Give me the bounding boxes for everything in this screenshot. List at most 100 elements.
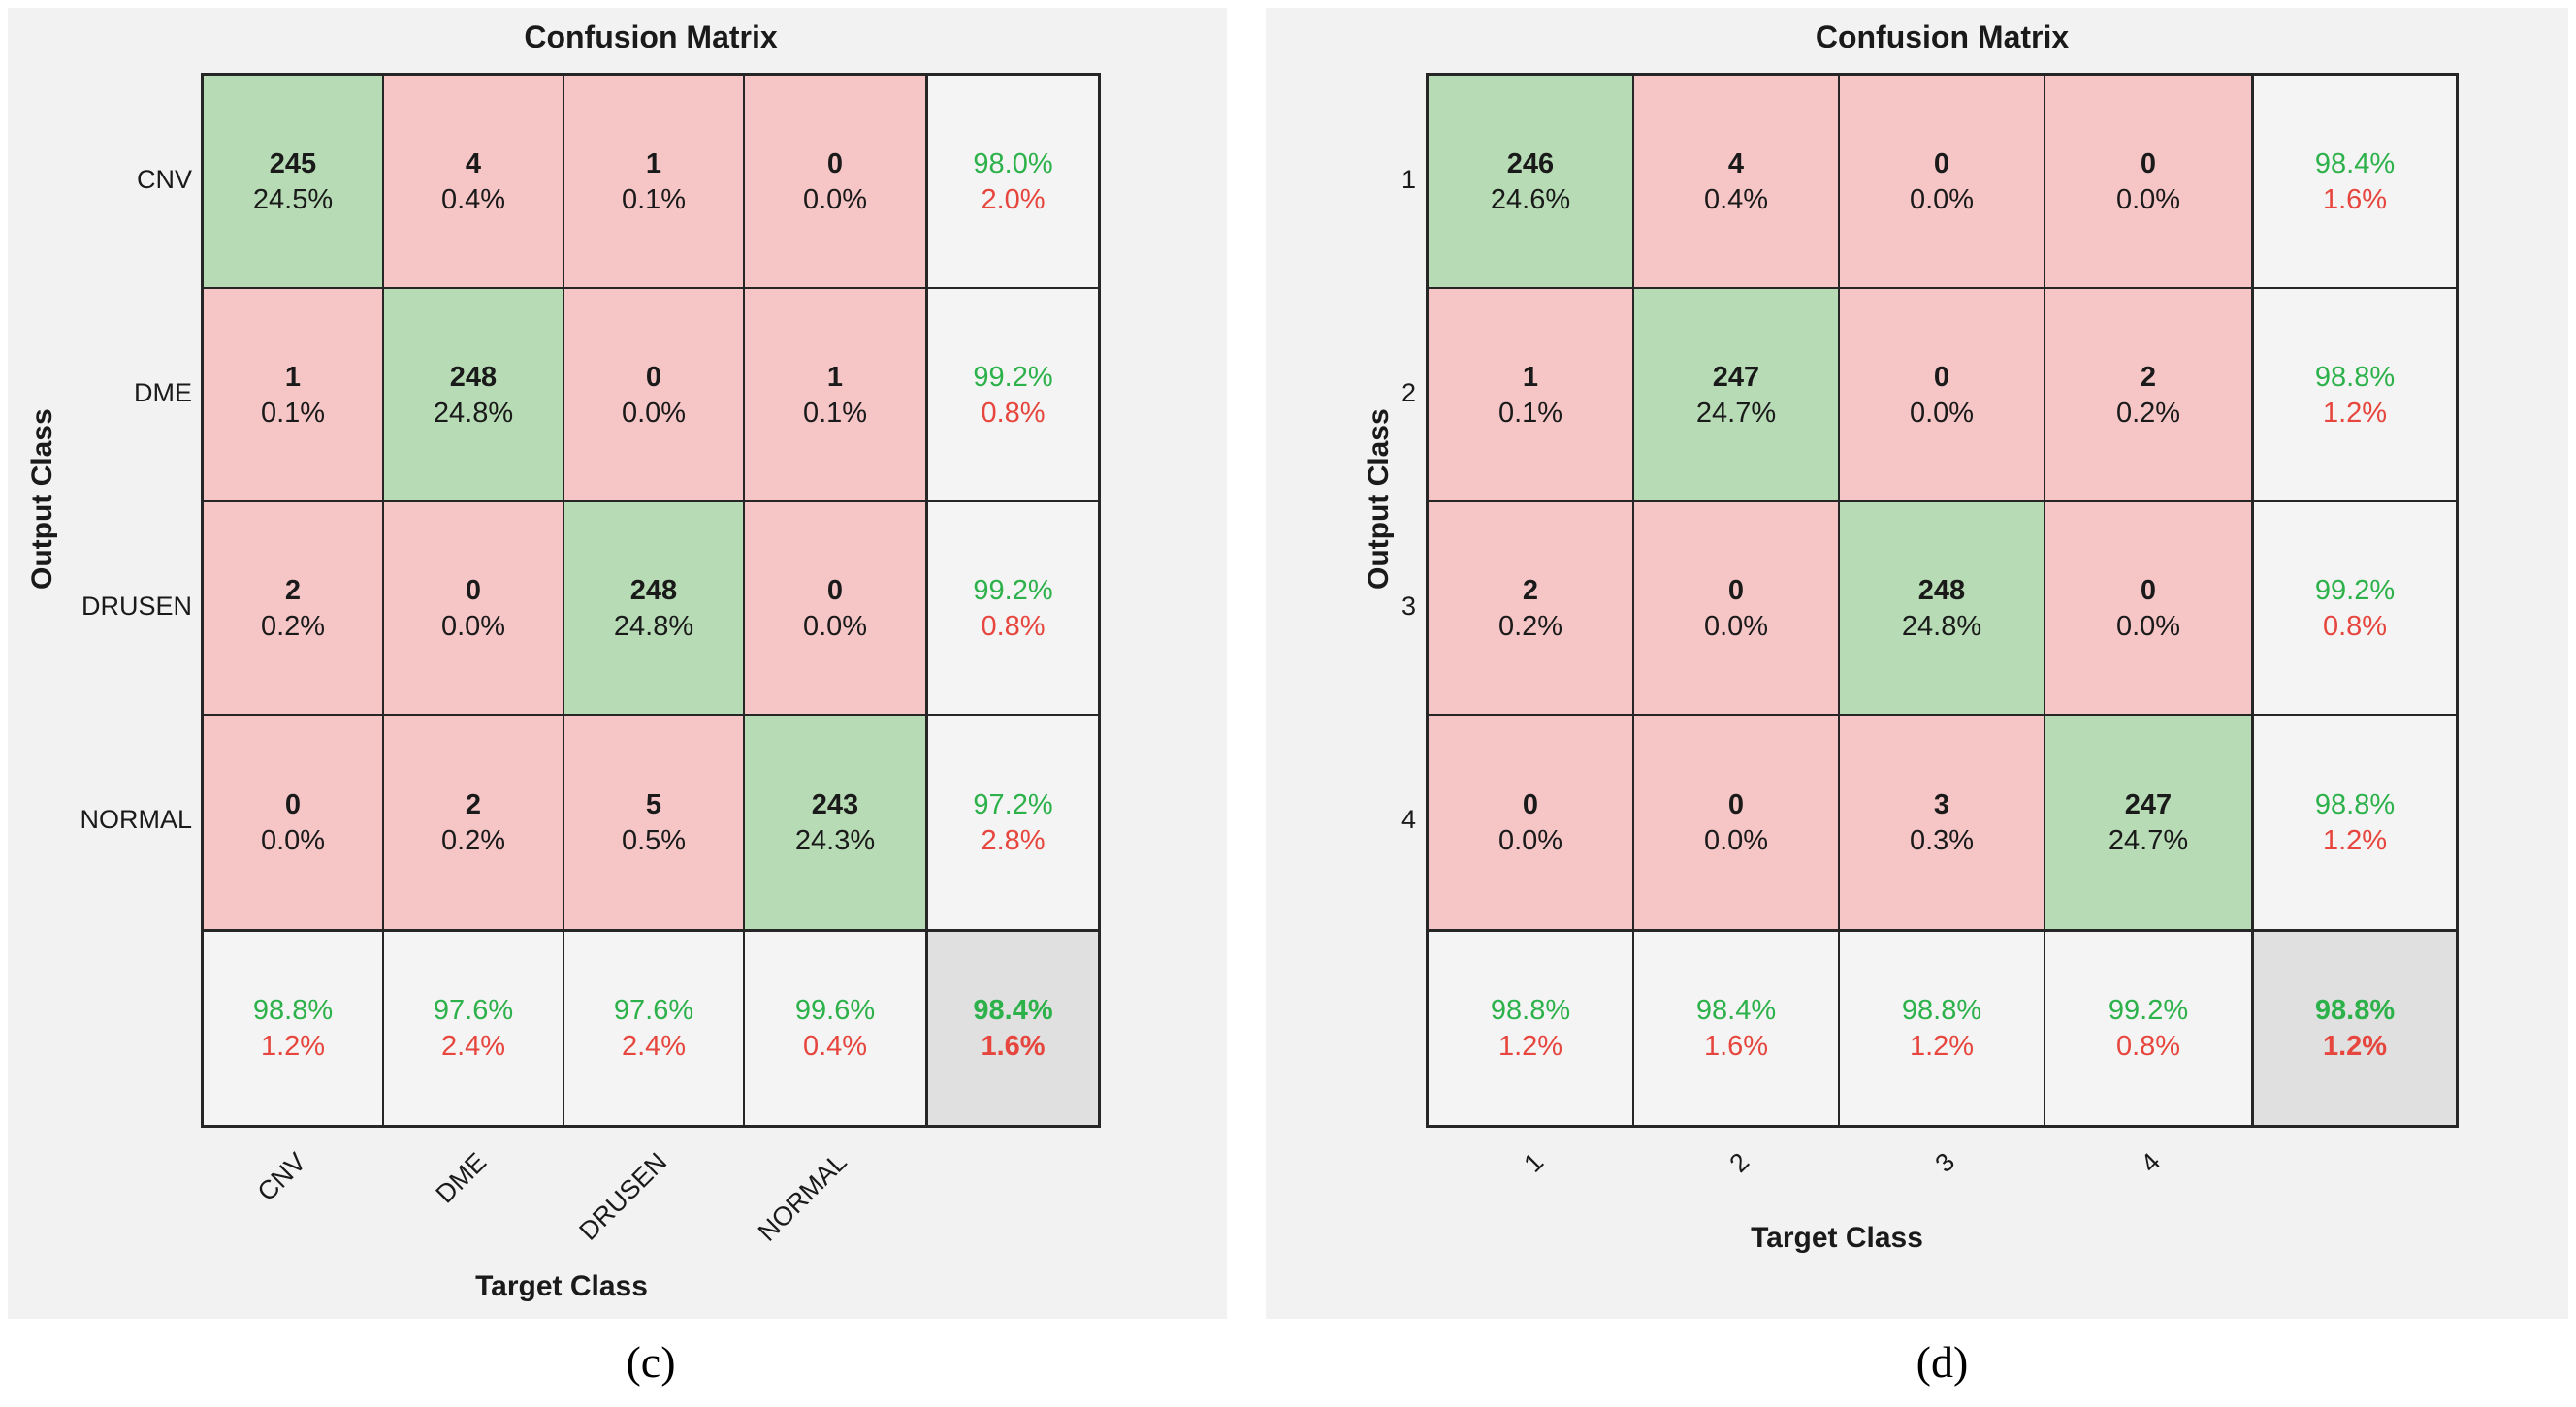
cell-percent: 0.0% [1909, 397, 1975, 429]
summary-negative-percent: 0.8% [2322, 610, 2388, 642]
summary-negative-percent: 1.2% [1497, 1031, 1563, 1062]
cell-percent: 0.0% [802, 610, 868, 642]
cell-percent: 0.0% [1497, 824, 1563, 856]
col-tick-label: NORMAL [753, 1147, 853, 1247]
col-tick-label: 3 [1929, 1147, 1961, 1178]
summary-negative-percent: 0.8% [981, 610, 1046, 642]
matrix-cell: 1 0.1% [564, 76, 745, 289]
row-tick-label: 3 [1401, 591, 1416, 621]
col-summary-cell: 97.6% 2.4% [384, 929, 564, 1125]
summary-positive-percent: 97.2% [973, 788, 1053, 820]
row-summary-cell: 99.2% 0.8% [2251, 502, 2456, 716]
cell-percent: 0.0% [440, 610, 506, 642]
cell-count: 246 [1506, 147, 1555, 179]
cell-count: 243 [811, 788, 859, 820]
cell-percent: 0.0% [802, 183, 868, 215]
matrix-cell: 247 24.7% [2045, 716, 2251, 929]
subfigure-caption-c: (c) [626, 1337, 676, 1387]
matrix-cell: 0 0.0% [745, 502, 925, 716]
cell-count: 247 [2124, 788, 2173, 820]
summary-positive-percent: 97.6% [613, 995, 694, 1026]
col-tick-label-slot: DRUSEN [562, 1139, 742, 1275]
x-axis-label: Target Class [475, 1270, 648, 1302]
row-summary-cell: 99.2% 0.8% [925, 289, 1098, 502]
summary-negative-percent: 2.8% [981, 824, 1046, 856]
cell-count: 0 [2140, 574, 2157, 606]
cell-count: 4 [1727, 147, 1745, 179]
matrix-cell: 0 0.0% [1840, 76, 2045, 289]
matrix-cell: 246 24.6% [1429, 76, 1634, 289]
cell-percent: 24.8% [433, 397, 514, 429]
cell-percent: 0.0% [1703, 824, 1769, 856]
cell-count: 248 [629, 574, 678, 606]
summary-positive-percent: 99.2% [2108, 995, 2189, 1026]
summary-positive-percent: 98.4% [1695, 995, 1777, 1026]
x-axis-label: Target Class [1751, 1222, 1923, 1254]
matrix-cell: 247 24.7% [1634, 289, 1840, 502]
summary-positive-percent: 98.8% [252, 995, 334, 1026]
overall-accuracy-cell: 98.8% 1.2% [2251, 929, 2456, 1125]
matrix-cell: 2 0.2% [204, 502, 384, 716]
cell-count: 2 [465, 788, 482, 820]
matrix-cell: 248 24.8% [564, 502, 745, 716]
cell-percent: 0.1% [1497, 397, 1563, 429]
summary-positive-percent: 98.0% [973, 147, 1053, 179]
confusion-matrix-grid: 246 24.6% 4 0.4% 0 0.0% 0 0.0% 98.4% 1.6% 1 0.1% 247… [1426, 73, 2459, 1128]
overall-accuracy-cell: 98.4% 1.6% [925, 929, 1098, 1125]
cell-count: 0 [1933, 361, 1950, 393]
subfigure-caption-d: (d) [1916, 1337, 1969, 1387]
summary-negative-percent: 1.2% [2322, 824, 2388, 856]
chart-title: Confusion Matrix [524, 19, 778, 54]
matrix-cell: 0 0.0% [384, 502, 564, 716]
cell-count: 248 [1917, 574, 1966, 606]
cell-percent: 0.0% [2115, 610, 2181, 642]
cell-percent: 24.3% [794, 824, 876, 856]
summary-negative-percent: 2.0% [981, 183, 1046, 215]
summary-positive-percent: 99.6% [794, 995, 876, 1026]
col-tick-label-slot: 2 [1631, 1139, 1837, 1275]
cell-percent: 0.0% [2115, 183, 2181, 215]
cell-percent: 24.8% [1901, 610, 1982, 642]
col-summary-cell: 99.6% 0.4% [745, 929, 925, 1125]
matrix-cell: 3 0.3% [1840, 716, 2045, 929]
summary-positive-percent: 98.8% [1490, 995, 1571, 1026]
summary-negative-percent: 1.2% [2322, 1031, 2388, 1062]
summary-negative-percent: 1.6% [981, 1031, 1046, 1062]
cell-count: 0 [1522, 788, 1539, 820]
cell-count: 245 [269, 147, 317, 179]
summary-positive-percent: 99.2% [973, 574, 1053, 606]
row-tick-label: CNV [136, 164, 192, 194]
summary-positive-percent: 98.8% [2314, 995, 2396, 1026]
matrix-cell: 1 0.1% [204, 289, 384, 502]
matrix-cell: 0 0.0% [204, 716, 384, 929]
summary-positive-percent: 98.8% [2314, 788, 2396, 820]
col-tick-label-slot: NORMAL [742, 1139, 922, 1275]
matrix-cell: 2 0.2% [2045, 289, 2251, 502]
summary-negative-percent: 1.2% [1909, 1031, 1975, 1062]
cell-count: 3 [1933, 788, 1950, 820]
cell-percent: 0.0% [621, 397, 687, 429]
cell-percent: 0.0% [1909, 183, 1975, 215]
cell-count: 4 [465, 147, 482, 179]
summary-positive-percent: 98.8% [2314, 361, 2396, 393]
summary-positive-percent: 98.4% [2314, 147, 2396, 179]
matrix-cell: 1 0.1% [1429, 289, 1634, 502]
cell-count: 0 [826, 147, 844, 179]
summary-positive-percent: 99.2% [2314, 574, 2396, 606]
matrix-cell: 0 0.0% [2045, 76, 2251, 289]
row-tick-label: NORMAL [80, 804, 192, 834]
col-summary-cell: 98.4% 1.6% [1634, 929, 1840, 1125]
cell-percent: 24.5% [252, 183, 334, 215]
summary-positive-percent: 98.8% [1901, 995, 1982, 1026]
cell-percent: 0.1% [260, 397, 326, 429]
row-summary-cell: 99.2% 0.8% [925, 502, 1098, 716]
row-summary-cell: 98.0% 2.0% [925, 76, 1098, 289]
cell-count: 0 [826, 574, 844, 606]
cell-count: 2 [284, 574, 302, 606]
cell-percent: 0.2% [440, 824, 506, 856]
cell-percent: 0.5% [621, 824, 687, 856]
col-summary-cell: 98.8% 1.2% [1840, 929, 2045, 1125]
summary-negative-percent: 1.2% [260, 1031, 326, 1062]
summary-positive-percent: 97.6% [433, 995, 514, 1026]
col-summary-cell: 98.8% 1.2% [204, 929, 384, 1125]
